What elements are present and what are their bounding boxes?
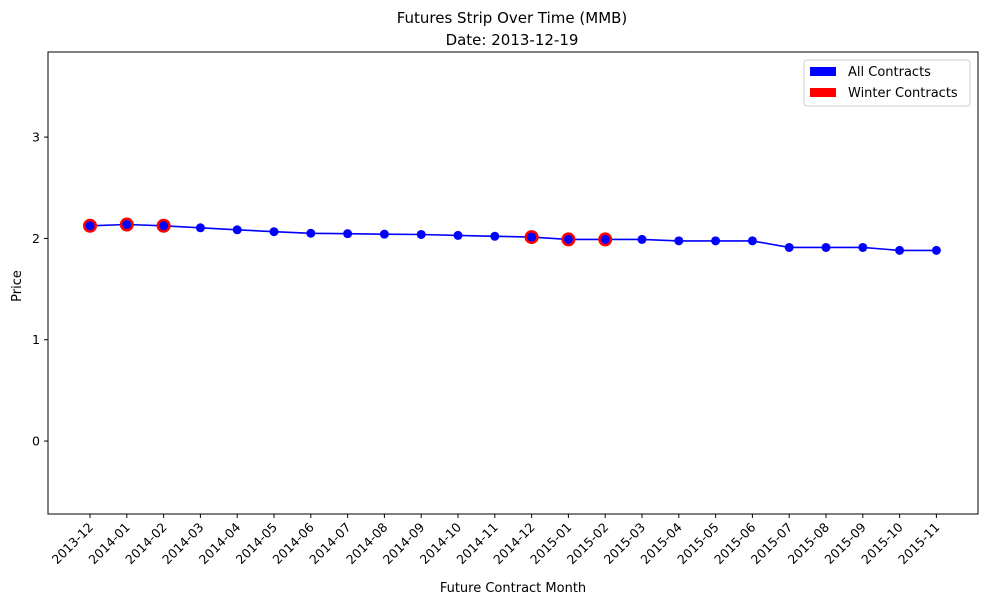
data-point bbox=[416, 229, 426, 239]
y-axis-label: Price bbox=[10, 270, 25, 302]
data-point bbox=[747, 236, 757, 246]
data-point bbox=[637, 234, 647, 244]
data-point bbox=[600, 234, 610, 244]
data-point bbox=[931, 245, 941, 255]
y-tick-label: 0 bbox=[32, 434, 40, 449]
data-point bbox=[784, 242, 794, 252]
data-point bbox=[490, 231, 500, 241]
data-point bbox=[858, 242, 868, 252]
data-point bbox=[563, 234, 573, 244]
data-point bbox=[821, 242, 831, 252]
data-point bbox=[895, 245, 905, 255]
x-axis-label: Future Contract Month bbox=[440, 581, 586, 596]
data-point bbox=[85, 221, 95, 231]
data-point bbox=[159, 221, 169, 231]
y-tick-label: 2 bbox=[32, 231, 40, 246]
data-point bbox=[527, 232, 537, 242]
legend-swatch-winter-contracts bbox=[810, 88, 836, 97]
legend-label-winter-contracts: Winter Contracts bbox=[848, 86, 958, 101]
y-tick-label: 3 bbox=[32, 130, 40, 145]
legend-swatch-all-contracts bbox=[810, 67, 836, 76]
chart-title: Futures Strip Over Time (MMB) bbox=[397, 9, 628, 27]
data-point bbox=[711, 236, 721, 246]
legend-label-all-contracts: All Contracts bbox=[848, 65, 931, 80]
data-point bbox=[306, 228, 316, 238]
plot-area-frame bbox=[47, 51, 979, 515]
y-tick-label: 1 bbox=[32, 332, 40, 347]
data-point bbox=[232, 225, 242, 235]
legend: All Contracts Winter Contracts bbox=[803, 59, 971, 107]
data-point bbox=[453, 230, 463, 240]
series-line-all-contracts bbox=[89, 223, 937, 252]
data-point bbox=[343, 229, 353, 239]
data-point bbox=[379, 229, 389, 239]
legend-box bbox=[803, 59, 971, 107]
data-point bbox=[122, 220, 132, 230]
data-point bbox=[674, 236, 684, 246]
data-point bbox=[195, 223, 205, 233]
chart-subtitle: Date: 2013-12-19 bbox=[446, 31, 579, 49]
data-point bbox=[269, 227, 279, 237]
